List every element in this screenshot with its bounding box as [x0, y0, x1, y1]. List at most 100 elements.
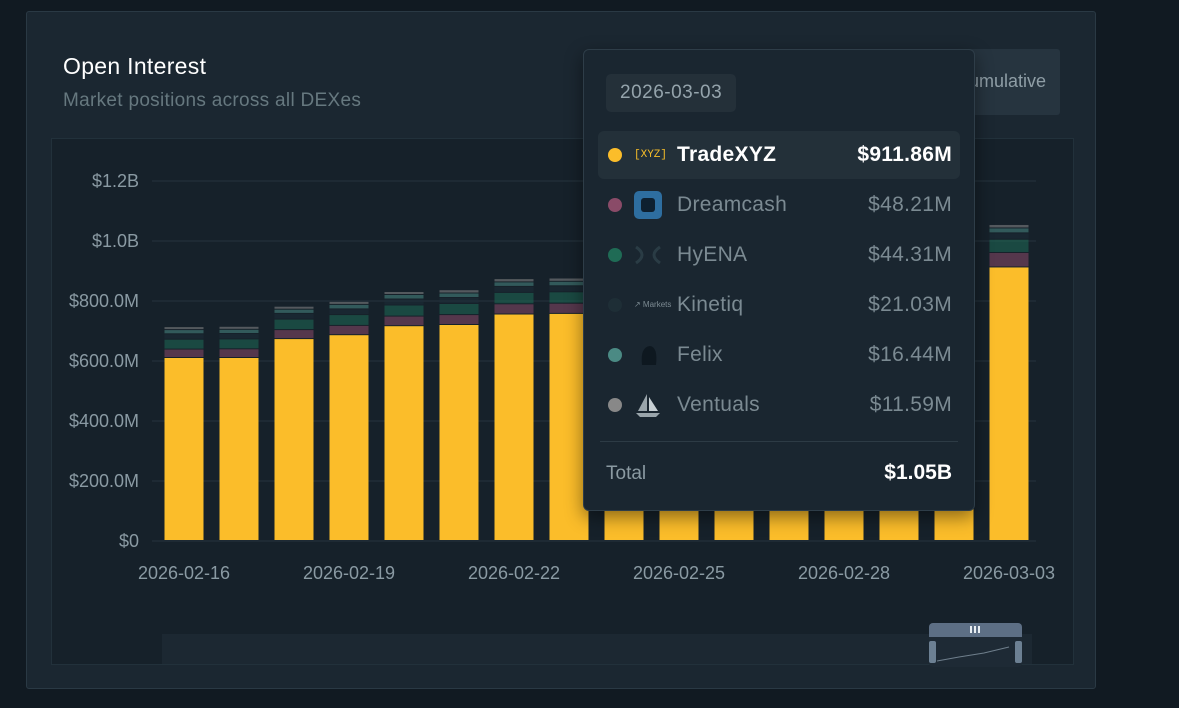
bar-segment	[329, 304, 369, 309]
bar-segment	[549, 292, 589, 303]
bar-segment	[989, 267, 1029, 540]
bar-segment	[329, 315, 369, 325]
bar-segment	[274, 309, 314, 313]
bar-segment	[384, 326, 424, 540]
series-dot	[608, 348, 622, 362]
scroller-right-handle[interactable]	[1015, 641, 1022, 663]
bar-segment	[329, 309, 369, 315]
sailboat-logo-icon	[636, 394, 660, 417]
bar-segment	[164, 349, 204, 357]
bar-segment	[164, 334, 204, 339]
bar-segment	[384, 295, 424, 299]
series-dot	[608, 298, 622, 312]
felix-logo-icon	[641, 346, 657, 365]
chart-title: Open Interest	[63, 53, 207, 79]
bar-segment	[549, 303, 589, 313]
bar-segment	[219, 334, 259, 339]
bar-segment	[164, 358, 204, 540]
bar-segment	[494, 314, 534, 540]
y-tick-label: $200.0M	[69, 471, 139, 491]
bar-segment	[274, 313, 314, 319]
y-tick-label: $600.0M	[69, 351, 139, 371]
tooltip-total-label: Total	[606, 463, 647, 484]
series-value: $48.21M	[868, 193, 952, 216]
bar-segment	[219, 326, 259, 329]
tooltip-row-ventuals: Ventuals $11.59M	[598, 381, 960, 429]
bar-segment	[274, 339, 314, 540]
bar-segment	[274, 330, 314, 339]
bar-segment	[219, 329, 259, 333]
bar-segment	[989, 224, 1029, 228]
bar-segment	[164, 327, 204, 330]
range-scroller-track[interactable]	[162, 634, 1032, 664]
tooltip-row-felix: Felix $16.44M	[598, 331, 960, 379]
series-value: $11.59M	[869, 393, 952, 416]
y-tick-label: $800.0M	[69, 291, 139, 311]
x-tick-label: 2026-02-25	[633, 563, 725, 583]
chart-subtitle: Market positions across all DEXes	[63, 90, 362, 111]
series-dot	[608, 398, 622, 412]
series-name: Felix	[677, 343, 723, 366]
scroller-drag-bar[interactable]	[929, 623, 1022, 637]
bar-segment	[384, 305, 424, 316]
x-tick-label: 2026-02-16	[138, 563, 230, 583]
bar-segment	[164, 330, 204, 334]
bar-segment	[989, 228, 1029, 233]
tooltip-row-hyena: HyENA $44.31M	[598, 231, 960, 279]
hyena-logo-icon	[635, 245, 661, 265]
tooltip-date: 2026-03-03	[606, 74, 737, 112]
bar-segment	[384, 316, 424, 326]
scroller-preview-line	[936, 646, 1010, 662]
bar-segment	[219, 358, 259, 540]
series-name: Kinetiq	[677, 293, 744, 316]
bar-segment	[494, 304, 534, 314]
xyz-logo-icon: [XYZ]	[634, 149, 668, 161]
series-dot	[608, 198, 622, 212]
bar-segment	[384, 299, 424, 305]
bar-segment	[219, 339, 259, 349]
series-name: Ventuals	[677, 393, 760, 416]
dreamcash-logo-icon	[634, 191, 662, 219]
series-name: HyENA	[677, 243, 748, 266]
bar-segment	[329, 335, 369, 540]
series-value: $16.44M	[868, 343, 952, 366]
x-tick-label: 2026-02-28	[798, 563, 890, 583]
bar-segment	[549, 286, 589, 292]
bar-segment	[274, 306, 314, 309]
scroller-left-handle[interactable]	[929, 641, 936, 663]
series-dot	[608, 248, 622, 262]
bar-segment	[494, 282, 534, 286]
bar-segment	[329, 301, 369, 304]
bar-segment	[494, 279, 534, 282]
chart-tooltip: 2026-03-03 [XYZ] TradeXYZ $911.86M Dream…	[583, 49, 975, 511]
bar-segment	[439, 325, 479, 540]
series-name: TradeXYZ	[677, 143, 777, 166]
bar-segment	[274, 319, 314, 330]
tooltip-row-kinetiq: ↗ Markets Kinetiq $21.03M	[598, 281, 960, 329]
y-tick-label: $0	[119, 531, 139, 551]
series-value: $44.31M	[868, 243, 952, 266]
y-tick-label: $400.0M	[69, 411, 139, 431]
bar-segment	[989, 233, 1029, 239]
bar-segment	[549, 278, 589, 281]
series-value: $911.86M	[857, 143, 952, 166]
bar-segment	[439, 298, 479, 303]
range-scroller-window[interactable]	[929, 623, 1022, 667]
bar-segment	[494, 292, 534, 304]
bar-segment	[439, 293, 479, 297]
bar-segment	[989, 252, 1029, 267]
tooltip-row-dreamcash: Dreamcash $48.21M	[598, 181, 960, 229]
bar-segment	[439, 290, 479, 293]
bar-segment	[384, 292, 424, 294]
tooltip-row-tradexyz: [XYZ] TradeXYZ $911.86M	[598, 131, 960, 179]
x-tick-label: 2026-02-19	[303, 563, 395, 583]
bar-segment	[219, 349, 259, 357]
bar-segment	[439, 315, 479, 324]
bar-segment	[494, 286, 534, 292]
bar-segment	[549, 281, 589, 286]
tooltip-divider	[600, 441, 958, 442]
bar-segment	[549, 313, 589, 540]
kinetiq-logo-icon: ↗ Markets	[634, 300, 672, 309]
bar-segment	[329, 325, 369, 335]
series-dot	[608, 148, 622, 162]
